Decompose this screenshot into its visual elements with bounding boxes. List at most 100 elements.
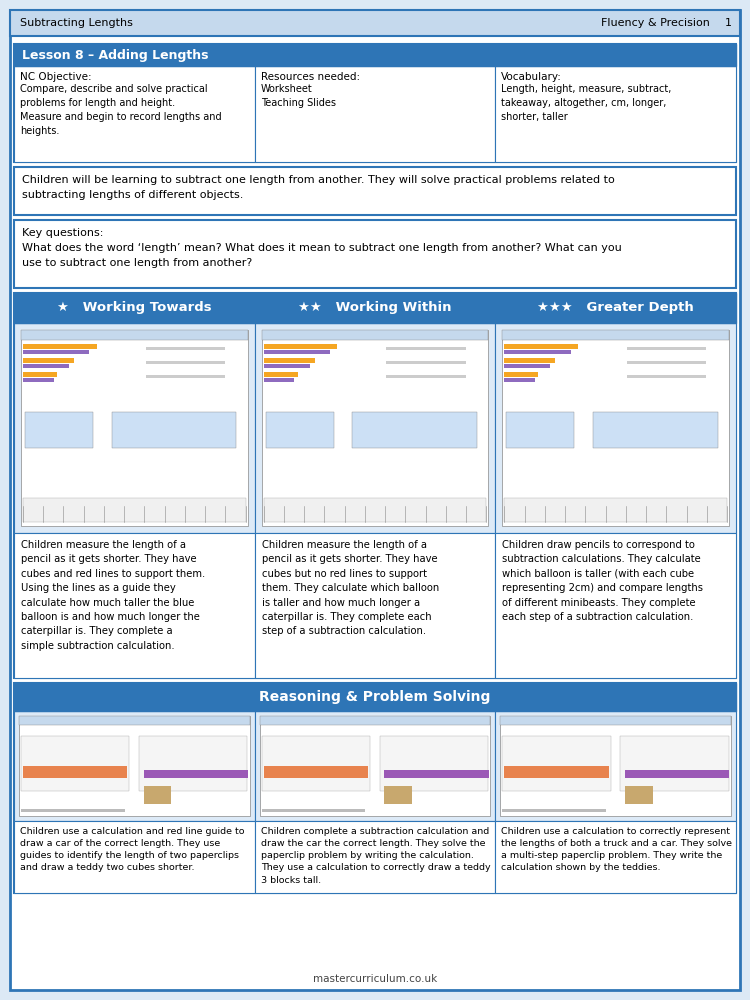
Bar xyxy=(19,716,250,725)
Text: NC Objective:: NC Objective: xyxy=(20,72,92,82)
Bar xyxy=(14,44,736,162)
Bar xyxy=(627,347,706,350)
Bar xyxy=(23,766,128,778)
Bar xyxy=(14,44,736,66)
Bar xyxy=(23,350,89,354)
Bar xyxy=(21,736,130,791)
Bar xyxy=(23,344,97,349)
Bar xyxy=(495,323,736,533)
Text: 1: 1 xyxy=(725,18,732,28)
Bar xyxy=(504,344,578,349)
Bar xyxy=(21,330,248,526)
Bar xyxy=(14,683,736,711)
Text: Resources needed:: Resources needed: xyxy=(261,72,360,82)
Bar xyxy=(503,736,610,791)
Bar xyxy=(504,350,571,354)
Bar xyxy=(255,293,495,323)
Bar xyxy=(504,358,555,363)
Bar xyxy=(500,716,731,816)
Bar xyxy=(386,347,466,350)
Bar xyxy=(14,711,255,821)
Bar xyxy=(264,378,294,382)
Bar xyxy=(255,66,495,162)
Bar xyxy=(504,766,609,778)
Bar xyxy=(260,716,490,725)
Bar xyxy=(112,412,236,448)
Bar xyxy=(25,412,93,448)
Bar xyxy=(262,809,365,812)
Text: Vocabulary:: Vocabulary: xyxy=(501,72,562,82)
Bar xyxy=(620,736,729,791)
Text: Fluency & Precision: Fluency & Precision xyxy=(602,18,710,28)
Text: Children use a calculation to correctly represent
the lengths of both a truck an: Children use a calculation to correctly … xyxy=(501,827,732,872)
Bar xyxy=(14,821,255,893)
Bar xyxy=(504,498,727,522)
Bar xyxy=(503,330,729,526)
Bar xyxy=(14,293,736,678)
Bar xyxy=(380,736,488,791)
Bar xyxy=(264,350,330,354)
Bar xyxy=(262,330,488,526)
Bar xyxy=(495,66,736,162)
Bar xyxy=(255,711,495,821)
Bar xyxy=(625,786,652,804)
Bar xyxy=(495,533,736,678)
Bar xyxy=(504,372,538,377)
Bar xyxy=(146,375,225,378)
Text: Children measure the length of a
pencil as it gets shorter. They have
cubes but : Children measure the length of a pencil … xyxy=(262,540,439,636)
Text: Worksheet
Teaching Slides: Worksheet Teaching Slides xyxy=(261,84,336,108)
Bar xyxy=(386,361,466,364)
Bar xyxy=(21,809,125,812)
Bar xyxy=(266,412,334,448)
Bar xyxy=(627,375,706,378)
Bar xyxy=(255,821,495,893)
Bar xyxy=(255,323,495,533)
Bar xyxy=(146,361,225,364)
Bar xyxy=(503,330,729,340)
Bar xyxy=(23,358,74,363)
Bar xyxy=(14,323,255,533)
Text: ★   Working Towards: ★ Working Towards xyxy=(57,302,211,314)
Text: Key questions:
What does the word ‘length’ mean? What does it mean to subtract o: Key questions: What does the word ‘lengt… xyxy=(22,228,622,268)
Bar xyxy=(495,821,736,893)
Bar xyxy=(495,711,736,821)
Bar xyxy=(264,498,486,522)
Bar xyxy=(143,786,171,804)
Bar xyxy=(495,293,736,323)
Bar xyxy=(627,361,706,364)
Text: Children measure the length of a
pencil as it gets shorter. They have
cubes and : Children measure the length of a pencil … xyxy=(21,540,206,651)
Bar xyxy=(264,766,368,778)
Bar xyxy=(14,167,736,215)
Bar xyxy=(264,372,298,377)
Text: Compare, describe and solve practical
problems for length and height.
Measure an: Compare, describe and solve practical pr… xyxy=(20,84,222,136)
Bar xyxy=(262,736,370,791)
Bar xyxy=(143,770,248,778)
Bar xyxy=(23,498,246,522)
Text: Children use a calculation and red line guide to
draw a car of the correct lengt: Children use a calculation and red line … xyxy=(20,827,244,872)
Bar xyxy=(264,358,315,363)
Bar xyxy=(23,364,69,368)
Bar xyxy=(255,533,495,678)
Bar xyxy=(19,716,250,816)
Text: ★★   Working Within: ★★ Working Within xyxy=(298,302,452,314)
Bar xyxy=(14,66,255,162)
Bar xyxy=(593,412,718,448)
Bar xyxy=(14,220,736,288)
Text: Reasoning & Problem Solving: Reasoning & Problem Solving xyxy=(260,690,490,704)
Bar xyxy=(14,293,255,323)
Bar xyxy=(503,809,606,812)
Bar xyxy=(14,683,736,893)
Bar xyxy=(260,716,490,816)
Bar xyxy=(384,770,489,778)
Bar xyxy=(384,786,412,804)
Bar xyxy=(264,344,338,349)
Bar xyxy=(14,533,255,678)
Bar xyxy=(386,375,466,378)
Bar xyxy=(352,412,477,448)
Bar xyxy=(10,10,740,36)
Text: ★★★   Greater Depth: ★★★ Greater Depth xyxy=(537,302,694,314)
Text: Children complete a subtraction calculation and
draw the car the correct length.: Children complete a subtraction calculat… xyxy=(261,827,490,885)
Bar xyxy=(506,412,574,448)
Bar xyxy=(21,330,248,340)
Bar xyxy=(262,330,488,340)
